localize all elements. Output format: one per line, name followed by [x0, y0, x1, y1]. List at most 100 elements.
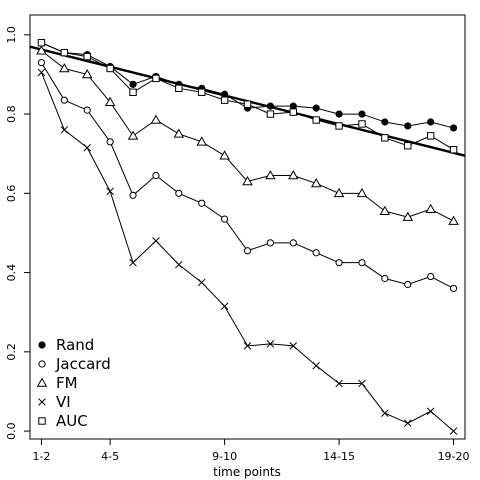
plot-frame — [29, 14, 466, 440]
data-point-auc — [129, 88, 137, 96]
y-tick-label: 0.2 — [5, 343, 18, 361]
legend-label: VI — [56, 393, 71, 411]
data-point-vi — [83, 143, 91, 152]
data-point-fm — [265, 170, 276, 180]
data-point-auc — [289, 108, 297, 116]
data-point-auc — [175, 84, 183, 93]
data-point-vi — [60, 126, 69, 134]
data-point-fm — [379, 205, 391, 215]
data-point-auc — [381, 134, 389, 142]
data-point-fm — [104, 96, 116, 106]
x-tick-label: 4-5 — [101, 450, 119, 463]
data-point-auc — [312, 116, 320, 124]
data-point-rand — [404, 122, 412, 130]
data-point-vi — [312, 361, 320, 370]
y-tick-label: 0.6 — [5, 185, 18, 203]
data-point-jaccard — [60, 96, 68, 104]
data-point-jaccard — [449, 284, 458, 293]
data-point-fm — [81, 69, 93, 79]
data-point-vi — [404, 419, 412, 427]
y-tick-label: 1.0 — [5, 26, 18, 44]
data-point-jaccard — [289, 239, 297, 247]
data-point-jaccard — [312, 249, 320, 257]
series-fm — [36, 45, 459, 225]
legend-label: FM — [56, 374, 78, 392]
data-point-fm — [425, 203, 436, 213]
x-tick-label: 14-15 — [323, 450, 355, 463]
data-point-jaccard — [221, 215, 229, 223]
data-point-vi — [129, 258, 137, 267]
data-point-fm — [127, 130, 139, 140]
legend-item-jaccard: Jaccard — [38, 355, 111, 373]
data-point-jaccard — [335, 259, 343, 267]
data-point-fm — [242, 176, 253, 186]
data-point-vi — [335, 379, 343, 388]
series-line-auc — [41, 42, 454, 151]
data-point-fm — [310, 178, 322, 188]
data-point-vi — [381, 409, 389, 417]
data-point-fm — [356, 187, 368, 198]
legend-item-auc: AUC — [38, 412, 88, 430]
data-point-fm — [59, 63, 70, 73]
y-tick-label: 0.4 — [5, 264, 18, 282]
data-point-auc — [426, 132, 435, 140]
series-line-fm — [41, 50, 454, 222]
data-point-vi — [197, 278, 206, 287]
data-point-vi — [37, 68, 46, 77]
legend-item-vi: VI — [38, 393, 71, 411]
data-point-rand — [266, 102, 274, 110]
data-point-jaccard — [427, 272, 435, 281]
data-point-jaccard — [404, 280, 412, 289]
data-point-auc — [358, 120, 366, 128]
data-point-vi — [289, 342, 298, 350]
data-point-fm — [288, 170, 299, 180]
data-point-rand — [129, 80, 137, 88]
data-point-vi — [266, 340, 275, 348]
x-axis: 1-2 4-5 9-10 14-15 19-20 — [32, 439, 470, 463]
data-point-fm — [196, 136, 207, 146]
legend-marker-jaccard — [38, 360, 46, 368]
y-tick-label: 0.8 — [5, 105, 18, 123]
series-rand — [37, 39, 458, 132]
legend-label: AUC — [56, 412, 88, 430]
data-point-fm — [173, 128, 185, 138]
series-line-jaccard — [41, 62, 454, 289]
data-point-fm — [448, 215, 459, 225]
data-point-jaccard — [198, 199, 206, 207]
data-point-jaccard — [266, 239, 274, 247]
data-point-auc — [83, 52, 91, 61]
data-point-jaccard — [381, 274, 389, 283]
x-tick-label: 9-10 — [212, 450, 237, 463]
data-point-jaccard — [358, 259, 366, 267]
data-point-auc — [220, 96, 229, 104]
y-tick-label: 0.0 — [5, 422, 18, 440]
data-point-auc — [106, 64, 114, 73]
data-point-auc — [60, 48, 69, 57]
data-point-vi — [106, 187, 114, 196]
legend-item-fm: FM — [36, 374, 78, 392]
data-point-auc — [198, 88, 206, 96]
y-axis: 0.0 0.2 0.4 0.6 0.8 1.0 — [5, 26, 30, 440]
data-point-fm — [402, 211, 414, 221]
data-point-rand — [312, 104, 320, 112]
x-tick-label: 1-2 — [32, 450, 50, 463]
data-point-jaccard — [175, 189, 183, 197]
data-point-vi — [426, 407, 435, 416]
data-point-rand — [335, 110, 343, 118]
data-point-vi — [152, 237, 160, 245]
data-point-rand — [221, 90, 229, 98]
data-point-fm — [36, 45, 47, 55]
data-point-jaccard — [106, 138, 114, 146]
series-layer — [36, 39, 459, 435]
data-point-auc — [37, 39, 46, 47]
data-point-auc — [449, 146, 458, 154]
data-point-jaccard — [83, 106, 91, 114]
data-point-auc — [266, 110, 275, 118]
series-jaccard — [37, 58, 458, 293]
data-point-jaccard — [129, 191, 137, 199]
series-auc — [37, 39, 458, 154]
data-point-vi — [358, 379, 366, 388]
legend-marker-rand — [38, 341, 46, 349]
